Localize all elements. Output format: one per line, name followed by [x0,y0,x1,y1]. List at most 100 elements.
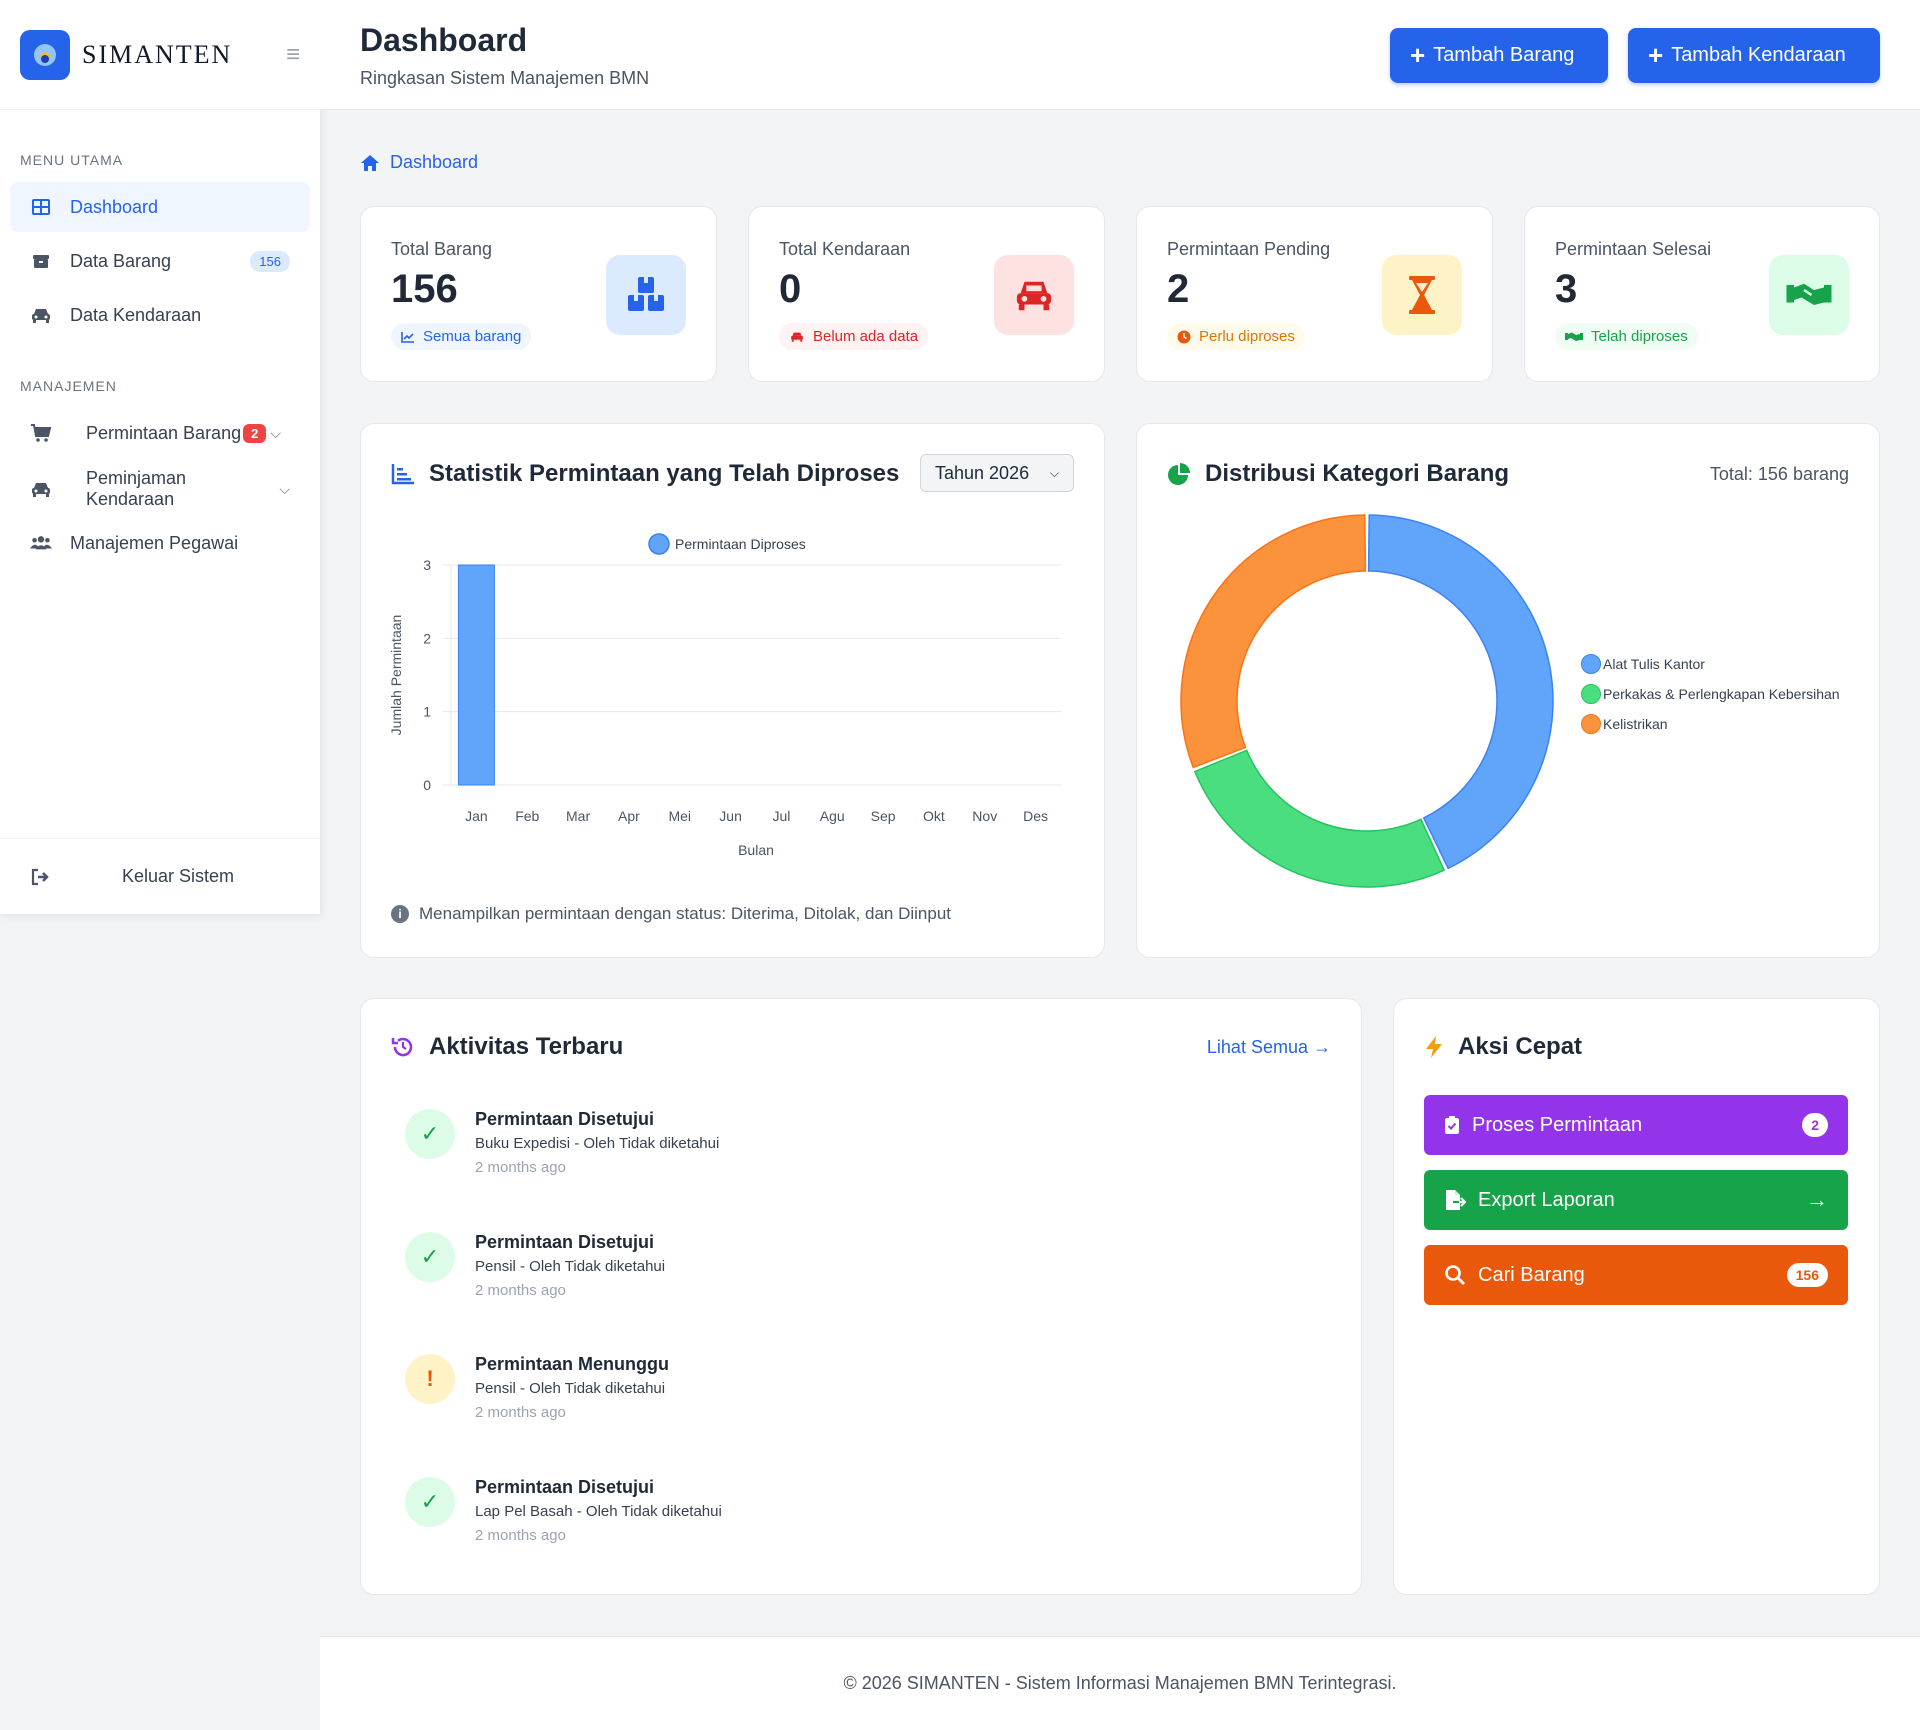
breadcrumb[interactable]: Dashboard [360,152,478,173]
year-select[interactable]: Tahun 2026 ⌵ [920,454,1074,492]
add-vehicle-label: Tambah Kendaraan [1671,44,1846,66]
export-report-button[interactable]: Export Laporan → [1424,1170,1848,1230]
chart-line-icon [401,331,415,343]
legend-item[interactable]: Kelistrikan [1581,714,1840,734]
sidebar-item-data-kendaraan[interactable]: Data Kendaraan [10,290,310,340]
stat-tag-label: Perlu diproses [1199,328,1295,345]
legend-label: Perkakas & Perlengkapan Kebersihan [1603,686,1840,702]
see-all-label: Lihat Semua [1206,1037,1308,1057]
x-tick-label: Des [1023,808,1048,824]
car-icon [30,478,52,500]
sidebar-item-label: Peminjaman Kendaraan [86,468,187,509]
quick-label: Export Laporan [1478,1188,1615,1211]
y-tick-label: 0 [423,777,431,793]
stat-value: 3 [1555,267,1578,311]
stat-tag-label: Belum ada data [813,328,919,345]
see-all-link[interactable]: Lihat Semua → [1207,1037,1331,1058]
y-tick-label: 2 [423,630,431,646]
activity-item-title: Permintaan Disetujui [475,1477,655,1497]
exclamation-icon: ! [405,1354,455,1404]
box-icon [30,250,52,272]
bar [457,564,495,786]
menu-toggle-icon[interactable]: ≡ [285,40,300,68]
add-vehicle-button[interactable]: + Tambah Kendaraan [1628,28,1880,83]
logout-button[interactable]: Keluar Sistem [0,838,320,914]
footer: © 2026 SIMANTEN - Sistem Informasi Manaj… [320,1636,1920,1730]
pie-total: Total: 156 barang [1709,464,1849,484]
x-tick-label: Agu [820,808,845,824]
cart-icon [30,422,52,444]
bar-card-title-label: Statistik Permintaan yang Telah Diproses [429,460,900,487]
pie-chart-card: Distribusi Kategori Barang Total: 156 ba… [1136,423,1880,958]
stat-label: Total Kendaraan [779,239,911,259]
activity-item[interactable]: ✓ Permintaan Disetujui Pensil - Oleh Tid… [405,1232,1105,1312]
logout-label: Keluar Sistem [122,866,235,886]
y-tick-label: 3 [423,557,431,573]
quick-actions-card: Aksi Cepat Proses Permintaan 2 Export La… [1393,998,1880,1595]
legend-swatch [648,533,670,555]
count-badge: 156 [1786,1263,1828,1287]
check-icon: ✓ [405,1477,455,1527]
quick-title-label: Aksi Cepat [1458,1033,1583,1060]
activity-item-desc: Pensil - Oleh Tidak diketahui [475,1258,666,1275]
stat-value: 156 [391,267,458,311]
logo-icon[interactable] [20,29,70,80]
stat-card-pending: Permintaan Pending 2 Perlu diproses [1136,206,1493,382]
stat-tag: Belum ada data [779,323,929,350]
car-icon [994,255,1074,335]
activity-item[interactable]: ✓ Permintaan Disetujui Lap Pel Basah - O… [405,1477,1105,1557]
x-tick-label: Jun [719,808,742,824]
sidebar-item-data-barang[interactable]: Data Barang 156 [10,236,310,286]
process-request-button[interactable]: Proses Permintaan 2 [1424,1095,1848,1155]
x-axis-label: Bulan [738,842,774,858]
search-icon [1444,1264,1466,1286]
sidebar-item-permintaan-barang[interactable]: Permintaan Barang 2 ⌵ [10,408,310,458]
add-item-button[interactable]: + Tambah Barang [1390,28,1608,83]
sidebar-item-peminjaman-kendaraan[interactable]: Peminjaman Kendaraan ⌵ [10,464,310,514]
activity-title-label: Aktivitas Terbaru [429,1033,624,1060]
file-export-icon [1444,1189,1466,1211]
activity-item-desc: Lap Pel Basah - Oleh Tidak diketahui [475,1503,722,1520]
pie-card-title: Distribusi Kategori Barang [1167,460,1509,488]
check-icon: ✓ [405,1232,455,1282]
stat-tag-label: Telah diproses [1591,328,1688,345]
breadcrumb-label: Dashboard [390,152,479,172]
info-icon: i [391,905,409,923]
sidebar-item-manajemen-pegawai[interactable]: Manajemen Pegawai [10,518,310,568]
pie-legend: Alat Tulis Kantor Perkakas & Perlengkapan… [1581,654,1840,744]
legend-item[interactable]: Alat Tulis Kantor [1581,654,1840,674]
check-icon: ✓ [405,1109,455,1159]
car-icon [30,304,52,326]
plus-icon: + [1648,40,1664,70]
x-tick-label: Jan [465,808,488,824]
sign-out-icon [30,867,52,887]
activity-item-time: 2 months ago [475,1159,566,1176]
legend-label: Permintaan Diproses [675,536,806,552]
stat-card-selesai: Permintaan Selesai 3 Telah diproses [1524,206,1880,382]
pie-slice [1367,514,1554,870]
chevron-down-icon[interactable]: ⌵ [279,480,290,497]
top-header: Dashboard Ringkasan Sistem Manajemen BMN… [320,0,1920,110]
stat-label: Permintaan Selesai [1555,239,1712,259]
quick-label: Cari Barang [1478,1263,1585,1286]
legend-swatch [1581,684,1601,704]
chevron-down-icon[interactable]: ⌵ [270,424,281,441]
users-icon [30,532,52,554]
activity-item[interactable]: ✓ Permintaan Disetujui Buku Expedisi - O… [405,1109,1105,1189]
legend-label: Kelistrikan [1603,716,1668,732]
quick-label: Proses Permintaan [1472,1113,1643,1136]
home-icon [360,154,380,172]
activity-item-time: 2 months ago [475,1527,566,1544]
search-item-button[interactable]: Cari Barang 156 [1424,1245,1848,1305]
legend-item[interactable]: Perkakas & Perlengkapan Kebersihan [1581,684,1840,704]
count-badge: 2 [243,423,267,443]
pie-chart [1180,514,1554,888]
x-tick-label: Sep [871,808,896,824]
sidebar-item-dashboard[interactable]: Dashboard [10,182,310,232]
activity-item-time: 2 months ago [475,1282,566,1299]
activity-item[interactable]: ! Permintaan Menunggu Pensil - Oleh Tida… [405,1354,1105,1434]
stat-card-total-barang: Total Barang 156 Semua barang [360,206,717,382]
bolt-icon [1424,1035,1444,1059]
sidebar-item-label: Dashboard [70,196,159,217]
x-tick-label: Mei [668,808,691,824]
